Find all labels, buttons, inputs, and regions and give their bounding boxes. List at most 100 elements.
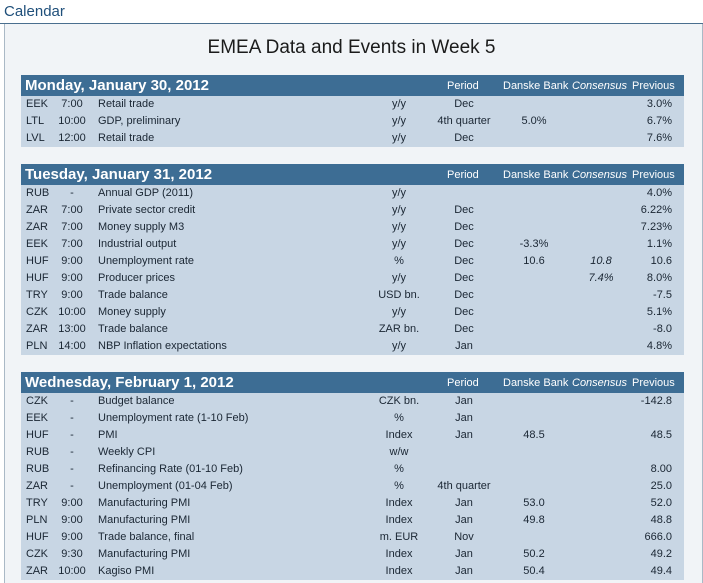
event-name: Retail trade [98,98,155,110]
event-time: - [70,480,74,492]
danske-forecast: 53.0 [523,497,545,509]
table-row: EEK 7:00 Retail trade y/y Dec 3.0% [21,96,684,113]
event-name: Manufacturing PMI [98,514,191,526]
event-name: Kagiso PMI [98,565,155,577]
danske-forecast: 50.4 [523,565,545,577]
event-unit: Index [385,548,413,560]
event-name: Manufacturing PMI [98,548,191,560]
event-period: Dec [454,238,474,250]
event-name: Industrial output [98,238,177,250]
event-period: Jan [455,429,473,441]
event-name: Weekly CPI [98,446,156,458]
window-titlebar: Calendar [0,0,703,24]
previous-value: 49.4 [650,565,672,577]
table-row: EEK 7:00 Industrial output y/y Dec -3.3% 1.1% [21,236,684,253]
event-time: - [70,463,74,475]
table-row: HUF 9:00 Unemployment rate% Dec 10.6 10.8 10.6 [21,253,684,270]
event-unit: y/y [391,187,407,199]
table-row: LTL 10:00 GDP, preliminary y/y 4th quarter 5.… [21,113,684,130]
previous-value: 8.0% [646,272,672,284]
event-time: - [70,395,74,407]
day-section-tuesday: Tuesday, January 31, 2012 Period Danske … [21,164,684,355]
country-code: EEK [26,412,49,424]
country-code: ZAR [26,204,48,216]
table-row: RUB - Refinancing Rate (01-10 Feb)% 8.00 [21,461,684,478]
event-name: Trade balance [98,323,168,335]
col-danske-header: Danske Bank [503,80,569,92]
section-date: Tuesday, January 31, 2012 [25,166,213,183]
event-name: GDP, preliminary [98,115,181,127]
event-time: - [70,412,74,424]
previous-value: 48.8 [650,514,672,526]
previous-value: 48.5 [650,429,672,441]
country-code: PLN [26,514,48,526]
section-header: Tuesday, January 31, 2012 Period Danske … [21,164,684,185]
event-name: Unemployment rate [98,255,194,267]
col-danske-header: Danske Bank [503,377,569,389]
event-unit: m. EUR [379,531,419,543]
table-row: CZK 9:30 Manufacturing PMI Index Jan 50.2 49.2 [21,546,684,563]
event-time: 7:00 [61,238,83,250]
event-time: 7:00 [61,221,83,233]
table-row: RUB - Weekly CPI w/w [21,444,684,461]
event-period: Dec [454,306,474,318]
previous-value: -142.8 [640,395,672,407]
event-unit: y/y [391,132,407,144]
event-unit: % [394,463,404,475]
event-period: Dec [454,272,474,284]
danske-forecast: 5.0% [521,115,547,127]
table-row: ZAR 7:00 Money supply M3 y/y Dec 7.23% [21,219,684,236]
event-unit: y/y [391,98,407,110]
country-code: CZK [26,306,48,318]
day-section-wednesday: Wednesday, February 1, 2012 Period Dansk… [21,372,684,580]
table-row: CZK 10:00 Money supply y/y Dec 5.1% [21,304,684,321]
event-unit: y/y [391,238,407,250]
event-time: 9:00 [61,289,83,301]
event-period: 4th quarter [437,480,491,492]
section-header: Monday, January 30, 2012 Period Danske B… [21,75,684,96]
table-row: HUF 9:00 Trade balance, final m. EUR Nov 666.… [21,529,684,546]
col-period-header: Period [447,377,479,389]
country-code: HUF [26,272,49,284]
event-name: Trade balance, final [98,531,195,543]
event-time: 9:00 [61,497,83,509]
event-time: 10:00 [58,306,86,318]
danske-forecast: 49.8 [523,514,545,526]
event-name: Manufacturing PMI [98,497,191,509]
previous-value: 7.23% [640,221,672,233]
previous-value: 7.6% [646,132,672,144]
event-time: 10:00 [58,565,86,577]
event-time: 7:00 [61,204,83,216]
previous-value: 10.6 [650,255,672,267]
col-period-header: Period [447,169,479,181]
col-previous-header: Previous [632,80,675,92]
event-unit: Index [385,514,413,526]
event-unit: % [394,480,404,492]
table-row: PLN 14:00 NBP Inflation expectations y/y Jan… [21,338,684,355]
previous-value: 25.0 [650,480,672,492]
event-name: Trade balance [98,289,168,301]
previous-value: -8.0 [653,323,672,335]
window-title: Calendar [4,3,65,20]
event-period: Nov [454,531,474,543]
col-consensus-header: Consensus [572,80,628,92]
event-unit: Index [385,429,413,441]
country-code: LVL [26,132,45,144]
event-period: Dec [454,289,474,301]
country-code: TRY [26,289,48,301]
event-time: 12:00 [58,132,86,144]
country-code: EEK [26,98,49,110]
country-code: TRY [26,497,48,509]
event-name: Retail trade [98,132,155,144]
country-code: EEK [26,238,49,250]
previous-value: 4.8% [646,340,672,352]
titlebar-divider [0,23,703,24]
country-code: ZAR [26,480,48,492]
table-row: TRY 9:00 Trade balance USD bn. Dec -7.5 [21,287,684,304]
event-unit: y/y [391,204,407,216]
event-period: Dec [454,255,474,267]
event-name: NBP Inflation expectations [98,340,227,352]
country-code: RUB [26,187,50,199]
event-period: Jan [455,565,473,577]
previous-value: 52.0 [650,497,672,509]
